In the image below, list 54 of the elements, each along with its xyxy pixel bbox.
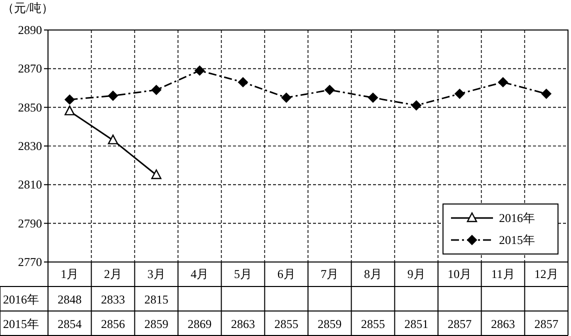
legend-label: 2016年 (499, 211, 535, 225)
data-label: 2851 (404, 317, 428, 331)
point (151, 169, 162, 180)
x-tick-label: 12月 (534, 267, 558, 281)
data-label: 2859 (318, 317, 342, 331)
x-tick-label: 4月 (190, 267, 209, 281)
x-tick-label: 6月 (277, 267, 296, 281)
y-tick-label: 2770 (18, 255, 42, 269)
x-tick-label: 10月 (448, 267, 472, 281)
point (541, 88, 552, 99)
data-label: 2859 (144, 317, 168, 331)
legend-label: 2015年 (499, 233, 535, 247)
data-label: 2857 (534, 317, 558, 331)
y-axis-title: （元/吨） (2, 1, 54, 15)
point (64, 94, 75, 105)
text: 2016年 (3, 292, 39, 306)
point (281, 92, 292, 103)
y-tick-label: 2790 (18, 216, 42, 230)
point (498, 77, 508, 88)
point (194, 66, 205, 76)
data-label: 2857 (448, 317, 472, 331)
data-label: 2855 (361, 317, 385, 331)
y-tick-label: 2870 (18, 62, 42, 76)
x-tick-label: 5月 (234, 267, 252, 281)
point (151, 84, 162, 95)
point (454, 88, 465, 99)
y-tick-label: 2830 (18, 139, 42, 153)
data-label: 2815 (144, 292, 168, 306)
point (411, 100, 422, 110)
x-tick-label: 8月 (364, 267, 382, 281)
data-label: 2869 (188, 317, 212, 331)
y-tick-label: 2890 (18, 23, 42, 37)
data-label: 2856 (101, 317, 125, 331)
point (64, 106, 75, 116)
text: 2015年 (3, 317, 39, 331)
x-tick-label: 1月 (60, 267, 79, 281)
x-tick-label: 11月 (491, 267, 515, 281)
data-label: 2863 (231, 317, 255, 331)
data-label: 2863 (491, 317, 515, 331)
y-tick-label: 2850 (18, 100, 42, 114)
point (324, 84, 335, 95)
data-label: 2854 (58, 317, 82, 331)
data-label: 2855 (274, 317, 298, 331)
point (368, 92, 378, 103)
point (108, 90, 118, 101)
x-tick-label: 2月 (104, 267, 122, 281)
point (108, 134, 118, 144)
x-tick-label: 7月 (320, 267, 339, 281)
x-tick-label: 3月 (147, 267, 166, 281)
data-label: 2833 (101, 292, 125, 306)
point (238, 77, 248, 88)
x-tick-label: 9月 (407, 267, 426, 281)
data-label: 2848 (58, 292, 82, 306)
y-tick-label: 2810 (18, 178, 42, 192)
